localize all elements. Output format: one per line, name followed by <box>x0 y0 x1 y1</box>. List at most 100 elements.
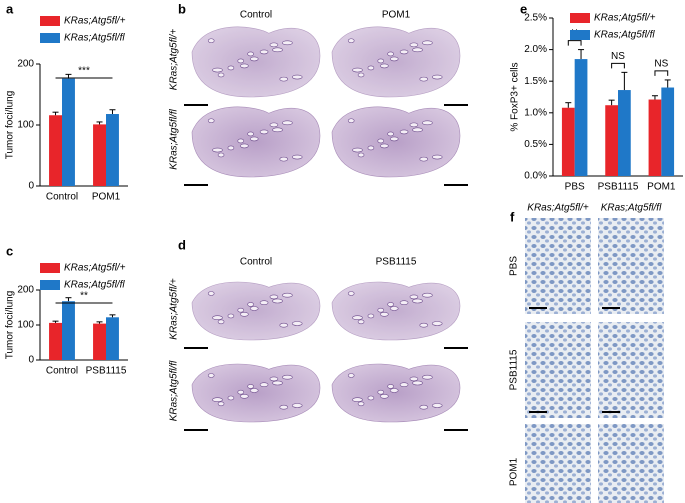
airway <box>249 136 259 142</box>
bar <box>62 301 75 360</box>
row-label: PSB1115 <box>509 349 520 390</box>
airway <box>347 118 355 124</box>
airway <box>227 65 235 71</box>
airway <box>357 72 365 78</box>
airway <box>217 401 225 407</box>
airway <box>387 51 394 57</box>
airway <box>272 380 283 386</box>
airway <box>422 374 433 380</box>
panel-label: d <box>178 237 186 252</box>
legend-swatch <box>40 33 60 43</box>
bar <box>106 114 119 186</box>
column-label: PSB1115 <box>376 257 417 268</box>
column-label: Control <box>240 257 272 268</box>
bar <box>93 323 106 360</box>
bar <box>618 90 631 176</box>
airway <box>377 58 385 64</box>
airway <box>247 51 254 57</box>
row-label: KRas;Atg5fl/fl <box>169 108 180 169</box>
airway <box>272 298 283 304</box>
error-bar <box>52 111 59 116</box>
airway <box>272 127 283 133</box>
error-bar <box>621 71 628 91</box>
y-tick-label: 200 <box>17 59 34 70</box>
y-axis-label: Tumor foci/lung <box>5 91 16 160</box>
airway <box>352 67 363 73</box>
airway <box>217 72 225 78</box>
airway <box>367 65 375 71</box>
airway <box>367 145 375 151</box>
airway <box>347 38 355 44</box>
airway <box>217 152 225 158</box>
y-tick-label: 2.5% <box>524 13 547 24</box>
airway <box>377 307 385 313</box>
y-tick-label: 100 <box>17 320 34 331</box>
row-label: KRas;Atg5fl/+ <box>169 29 180 91</box>
airway <box>409 42 419 48</box>
airway <box>237 58 245 64</box>
airway <box>431 403 443 408</box>
airway <box>272 47 283 53</box>
airway <box>291 154 303 160</box>
row-label: KRas;Atg5fl/fl <box>169 360 180 421</box>
error-bar <box>664 79 671 88</box>
airway <box>212 315 223 321</box>
y-tick-label: 0 <box>28 181 34 192</box>
airway <box>352 147 363 153</box>
airway <box>419 404 429 410</box>
y-tick-label: 1.0% <box>524 107 547 118</box>
airway <box>419 322 429 328</box>
y-tick-label: 0 <box>28 355 34 366</box>
airway <box>380 63 389 69</box>
airway <box>347 373 355 378</box>
airway <box>357 319 365 325</box>
airway <box>352 397 363 403</box>
micrograph <box>525 322 591 418</box>
airway <box>431 154 443 160</box>
airway <box>249 56 259 62</box>
airway <box>240 143 249 149</box>
legend-label: KRas;Atg5fl/fl <box>64 33 125 44</box>
airway <box>212 397 223 403</box>
bar <box>62 78 75 186</box>
airway <box>412 380 423 386</box>
y-axis-label: Tumor foci/lung <box>5 291 16 360</box>
airway <box>269 42 279 48</box>
airway <box>380 312 389 317</box>
micrograph <box>525 424 591 503</box>
airway <box>207 373 215 378</box>
airway <box>352 315 363 321</box>
significance-label: ** <box>80 291 88 302</box>
significance-label: NS <box>654 59 668 70</box>
airway <box>357 152 365 158</box>
column-label: KRas;Atg5fl/+ <box>527 203 589 214</box>
x-tick-label: PSB1115 <box>86 366 127 377</box>
airway <box>227 145 235 151</box>
lung-section <box>191 281 321 341</box>
micrograph <box>598 424 664 503</box>
airway <box>247 302 254 307</box>
airway <box>212 67 223 73</box>
airway <box>422 40 433 46</box>
airway <box>389 56 399 62</box>
airway <box>247 131 254 137</box>
airway <box>240 394 249 399</box>
airway <box>431 74 443 80</box>
airway <box>291 321 303 326</box>
airway <box>387 302 394 307</box>
airway <box>387 131 394 137</box>
airway <box>419 76 429 82</box>
airway <box>259 129 269 135</box>
airway <box>207 118 215 124</box>
legend-label: KRas;Atg5fl/fl <box>64 280 125 291</box>
panel-label: f <box>510 209 515 224</box>
lung-section <box>331 106 461 178</box>
bar <box>49 322 62 360</box>
legend-label: KRas;Atg5fl/+ <box>64 263 126 274</box>
airway <box>269 376 279 382</box>
y-tick-label: 100 <box>17 120 34 131</box>
error-bar <box>608 99 615 106</box>
bar <box>661 87 675 176</box>
airway <box>249 306 259 311</box>
